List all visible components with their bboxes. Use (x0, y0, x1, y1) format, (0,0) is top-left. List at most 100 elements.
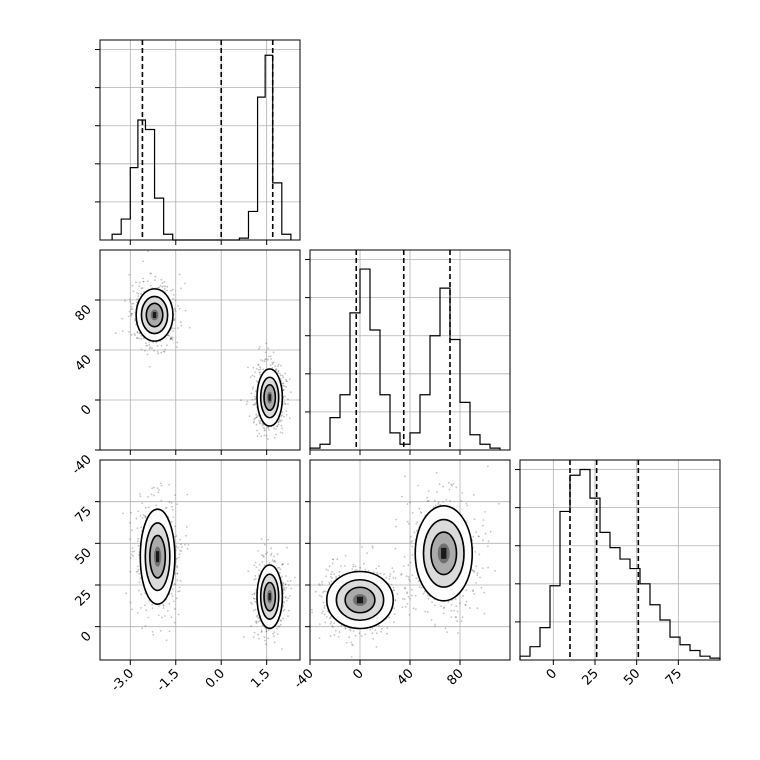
sample-point (188, 326, 191, 329)
sample-point (279, 623, 282, 626)
x-tick-label: -1.5 (154, 666, 183, 695)
sample-point (367, 570, 370, 572)
sample-point (253, 631, 256, 634)
sample-point (258, 419, 260, 422)
sample-point (392, 586, 395, 589)
sample-point (169, 338, 172, 341)
sample-point (125, 592, 127, 595)
sample-point (284, 583, 287, 586)
sample-point (285, 587, 288, 589)
sample-point (287, 580, 289, 582)
sample-point (130, 314, 133, 317)
sample-point (176, 565, 178, 568)
sample-point (325, 575, 327, 578)
sample-point (473, 593, 476, 595)
sample-point (482, 539, 484, 542)
sample-point (174, 308, 177, 311)
sample-point (264, 552, 267, 555)
sample-point (258, 619, 261, 622)
sample-point (409, 501, 411, 504)
sample-point (328, 583, 331, 585)
sample-point (245, 403, 248, 406)
sample-point (254, 561, 257, 564)
sample-point (277, 370, 280, 373)
sample-point (278, 572, 281, 574)
sample-point (481, 524, 484, 527)
sample-point (318, 594, 321, 597)
sample-point (262, 368, 265, 371)
sample-point (289, 595, 291, 597)
sample-point (170, 336, 173, 339)
sample-point (334, 630, 337, 632)
sample-point (161, 282, 164, 284)
sample-point (413, 531, 416, 534)
sample-point (153, 494, 155, 497)
sample-point (391, 567, 394, 569)
sample-point (465, 600, 468, 603)
sample-point (281, 414, 283, 417)
sample-point (395, 518, 398, 521)
sample-point (176, 579, 179, 582)
sample-point (330, 576, 332, 578)
sample-point (338, 574, 341, 577)
sample-point (138, 493, 141, 495)
sample-point (146, 344, 149, 347)
sample-point (165, 639, 168, 642)
sample-point (319, 584, 321, 587)
sample-point (154, 279, 156, 282)
sample-point (164, 615, 166, 617)
sample-point (406, 520, 409, 523)
sample-point (333, 622, 335, 624)
sample-point (325, 568, 328, 571)
sample-point (168, 483, 171, 486)
sample-point (173, 600, 175, 603)
sample-point (270, 358, 273, 360)
sample-point (329, 635, 332, 637)
sample-point (277, 372, 279, 374)
sample-point (242, 636, 245, 638)
sample-point (411, 554, 414, 556)
sample-point (264, 643, 267, 646)
sample-point (138, 554, 140, 556)
sample-point (364, 568, 367, 571)
sample-point (388, 578, 391, 580)
sample-point (283, 415, 285, 418)
sample-point (476, 574, 479, 577)
sample-point (438, 483, 441, 486)
sample-point (380, 627, 383, 630)
sample-point (256, 381, 259, 384)
sample-point (329, 616, 332, 619)
sample-point (456, 610, 459, 613)
sample-point (176, 341, 179, 344)
sample-point (177, 590, 180, 593)
histogram-panel-hist-p1 (95, 39, 301, 245)
sample-point (275, 433, 277, 436)
sample-point (270, 554, 272, 557)
sample-point (417, 580, 420, 582)
sample-point (285, 599, 288, 602)
sample-point (277, 567, 279, 569)
sample-point (253, 403, 256, 406)
sample-point (160, 344, 163, 347)
sample-point (139, 495, 142, 497)
sample-point (267, 347, 270, 350)
sample-point (177, 305, 180, 307)
sample-point (252, 386, 255, 388)
sample-point (131, 529, 134, 532)
sample-point (163, 287, 166, 290)
sample-point (151, 347, 153, 350)
sample-point (350, 641, 353, 644)
sample-point (151, 604, 154, 606)
sample-point (442, 607, 445, 610)
sample-point (114, 332, 117, 335)
sample-point (270, 547, 272, 550)
sample-point (178, 590, 181, 592)
sample-point (144, 349, 146, 352)
density-contour (256, 368, 284, 427)
sample-point (251, 593, 254, 596)
sample-point (256, 615, 258, 618)
sample-point (171, 327, 174, 329)
sample-point (179, 538, 182, 541)
sample-point (129, 570, 132, 573)
